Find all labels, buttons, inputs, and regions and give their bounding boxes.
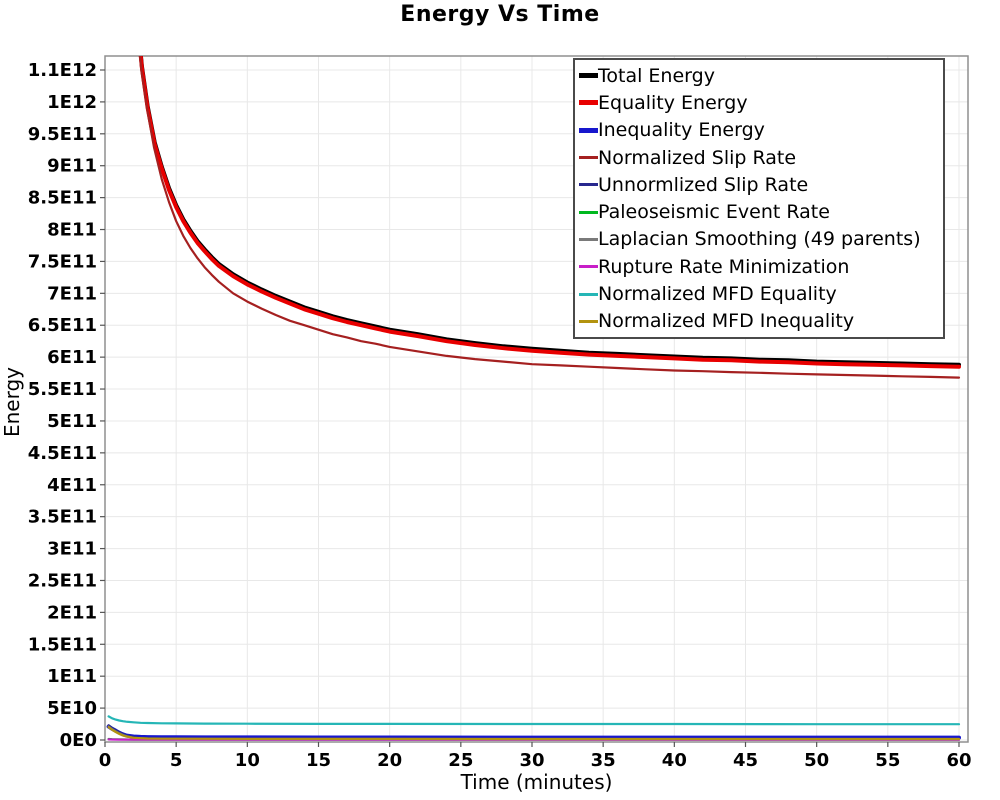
- series-line-normalized-mfd-equality: [107, 715, 961, 726]
- y-tick-label: 7.5E11: [28, 251, 97, 272]
- legend-swatch-icon: [579, 292, 598, 296]
- legend-item: Laplacian Smoothing (49 parents): [579, 226, 943, 252]
- legend-label: Normalized MFD Inequality: [598, 310, 855, 333]
- legend-swatch-icon: [579, 100, 598, 106]
- y-tick-label: 5E10: [47, 698, 97, 719]
- legend-item: Equality Energy: [579, 90, 943, 116]
- legend-label: Total Energy: [598, 64, 715, 87]
- x-tick-label: 30: [519, 750, 544, 771]
- y-tick-label: 1.1E12: [28, 60, 97, 81]
- y-tick-label: 3E11: [47, 539, 97, 560]
- legend-item: Normalized MFD Equality: [579, 281, 943, 307]
- legend-label: Normalized MFD Equality: [598, 283, 837, 306]
- y-tick-label: 3.5E11: [28, 507, 97, 528]
- x-tick-label: 40: [662, 750, 687, 771]
- y-tick-label: 2.5E11: [28, 570, 97, 591]
- y-tick-label: 1E12: [47, 92, 97, 113]
- axis-ticks: 0E0 5E10 1E11 1.5E11 2E11 2.5E11 3E11 3.5E11 4E1…: [28, 60, 972, 771]
- legend-label: Paleoseismic Event Rate: [598, 201, 830, 224]
- x-tick-label: 45: [733, 750, 758, 771]
- x-tick-label: 25: [448, 750, 473, 771]
- y-tick-label: 4.5E11: [28, 443, 97, 464]
- series-lines: [106, 56, 961, 741]
- legend-item: Normalized Slip Rate: [579, 145, 943, 171]
- y-tick-label: 5E11: [47, 411, 97, 432]
- x-axis-title: Time (minutes): [460, 770, 613, 794]
- series-line-normalized-mfd-inequality: [107, 726, 961, 741]
- y-tick-label: 8.5E11: [28, 188, 97, 209]
- legend-label: Unnormlized Slip Rate: [598, 173, 809, 196]
- x-tick-label: 35: [591, 750, 616, 771]
- y-tick-label: 0E0: [60, 730, 97, 751]
- legend-item: Paleoseismic Event Rate: [579, 199, 943, 225]
- y-tick-label: 2E11: [47, 602, 97, 623]
- x-tick-label: 10: [235, 750, 260, 771]
- legend-swatch-icon: [579, 156, 598, 160]
- series-line-inequality-energy: [106, 724, 961, 740]
- legend: Total Energy Equality Energy Inequality En…: [573, 58, 945, 339]
- y-tick-label: 1E11: [47, 666, 97, 687]
- legend-item: Total Energy: [579, 63, 943, 89]
- y-tick-label: 6E11: [47, 347, 97, 368]
- y-tick-label: 9E11: [47, 156, 97, 177]
- legend-item: Rupture Rate Minimization: [579, 254, 943, 280]
- series-line-equality-energy: [138, 56, 961, 369]
- legend-swatch-icon: [579, 210, 598, 214]
- legend-label: Equality Energy: [598, 91, 748, 114]
- legend-swatch-icon: [579, 319, 598, 323]
- x-tick-label: 60: [946, 750, 971, 771]
- legend-label: Rupture Rate Minimization: [598, 255, 850, 278]
- y-tick-label: 5.5E11: [28, 379, 97, 400]
- legend-label: Inequality Energy: [598, 119, 765, 142]
- legend-swatch-icon: [579, 237, 598, 241]
- series-line-normalized-slip-rate: [138, 56, 961, 379]
- legend-label: Normalized Slip Rate: [598, 146, 797, 169]
- legend-item: Normalized MFD Inequality: [579, 308, 943, 334]
- y-tick-label: 1.5E11: [28, 634, 97, 655]
- legend-swatch-icon: [579, 183, 598, 187]
- legend-item: Inequality Energy: [579, 117, 943, 143]
- legend-label: Laplacian Smoothing (49 parents): [598, 228, 921, 251]
- x-tick-label: 55: [875, 750, 900, 771]
- plot-border: [104, 55, 969, 743]
- legend-swatch-icon: [579, 265, 598, 269]
- x-tick-label: 5: [170, 750, 183, 771]
- legend-swatch-icon: [579, 73, 598, 79]
- y-tick-label: 4E11: [47, 475, 97, 496]
- legend-swatch-icon: [579, 127, 598, 133]
- chart-title: Energy Vs Time: [400, 2, 600, 27]
- y-tick-label: 8E11: [47, 220, 97, 241]
- x-tick-label: 50: [804, 750, 829, 771]
- legend-item: Unnormlized Slip Rate: [579, 172, 943, 198]
- y-tick-label: 9.5E11: [28, 124, 97, 145]
- y-tick-label: 6.5E11: [28, 315, 97, 336]
- x-tick-label: 0: [99, 750, 112, 771]
- x-tick-label: 15: [306, 750, 331, 771]
- x-tick-label: 20: [377, 750, 402, 771]
- y-tick-label: 7E11: [47, 283, 97, 304]
